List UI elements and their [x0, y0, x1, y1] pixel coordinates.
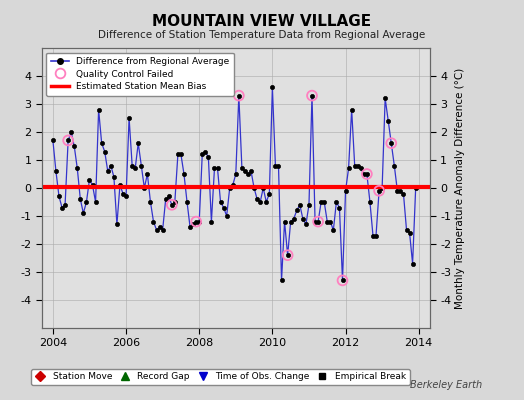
- Point: [308, 92, 316, 99]
- Point: [64, 137, 72, 144]
- Legend: Station Move, Record Gap, Time of Obs. Change, Empirical Break: Station Move, Record Gap, Time of Obs. C…: [31, 369, 410, 385]
- Point: [387, 140, 396, 146]
- Point: [314, 218, 322, 225]
- Point: [235, 92, 243, 99]
- Point: [363, 171, 371, 177]
- Point: [283, 252, 292, 258]
- Y-axis label: Monthly Temperature Anomaly Difference (°C): Monthly Temperature Anomaly Difference (…: [455, 67, 465, 309]
- Text: MOUNTAIN VIEW VILLAGE: MOUNTAIN VIEW VILLAGE: [152, 14, 372, 29]
- Text: Difference of Station Temperature Data from Regional Average: Difference of Station Temperature Data f…: [99, 30, 425, 40]
- Point: [192, 218, 200, 225]
- Text: Berkeley Earth: Berkeley Earth: [410, 380, 482, 390]
- Point: [168, 202, 176, 208]
- Point: [339, 277, 347, 284]
- Point: [375, 188, 383, 194]
